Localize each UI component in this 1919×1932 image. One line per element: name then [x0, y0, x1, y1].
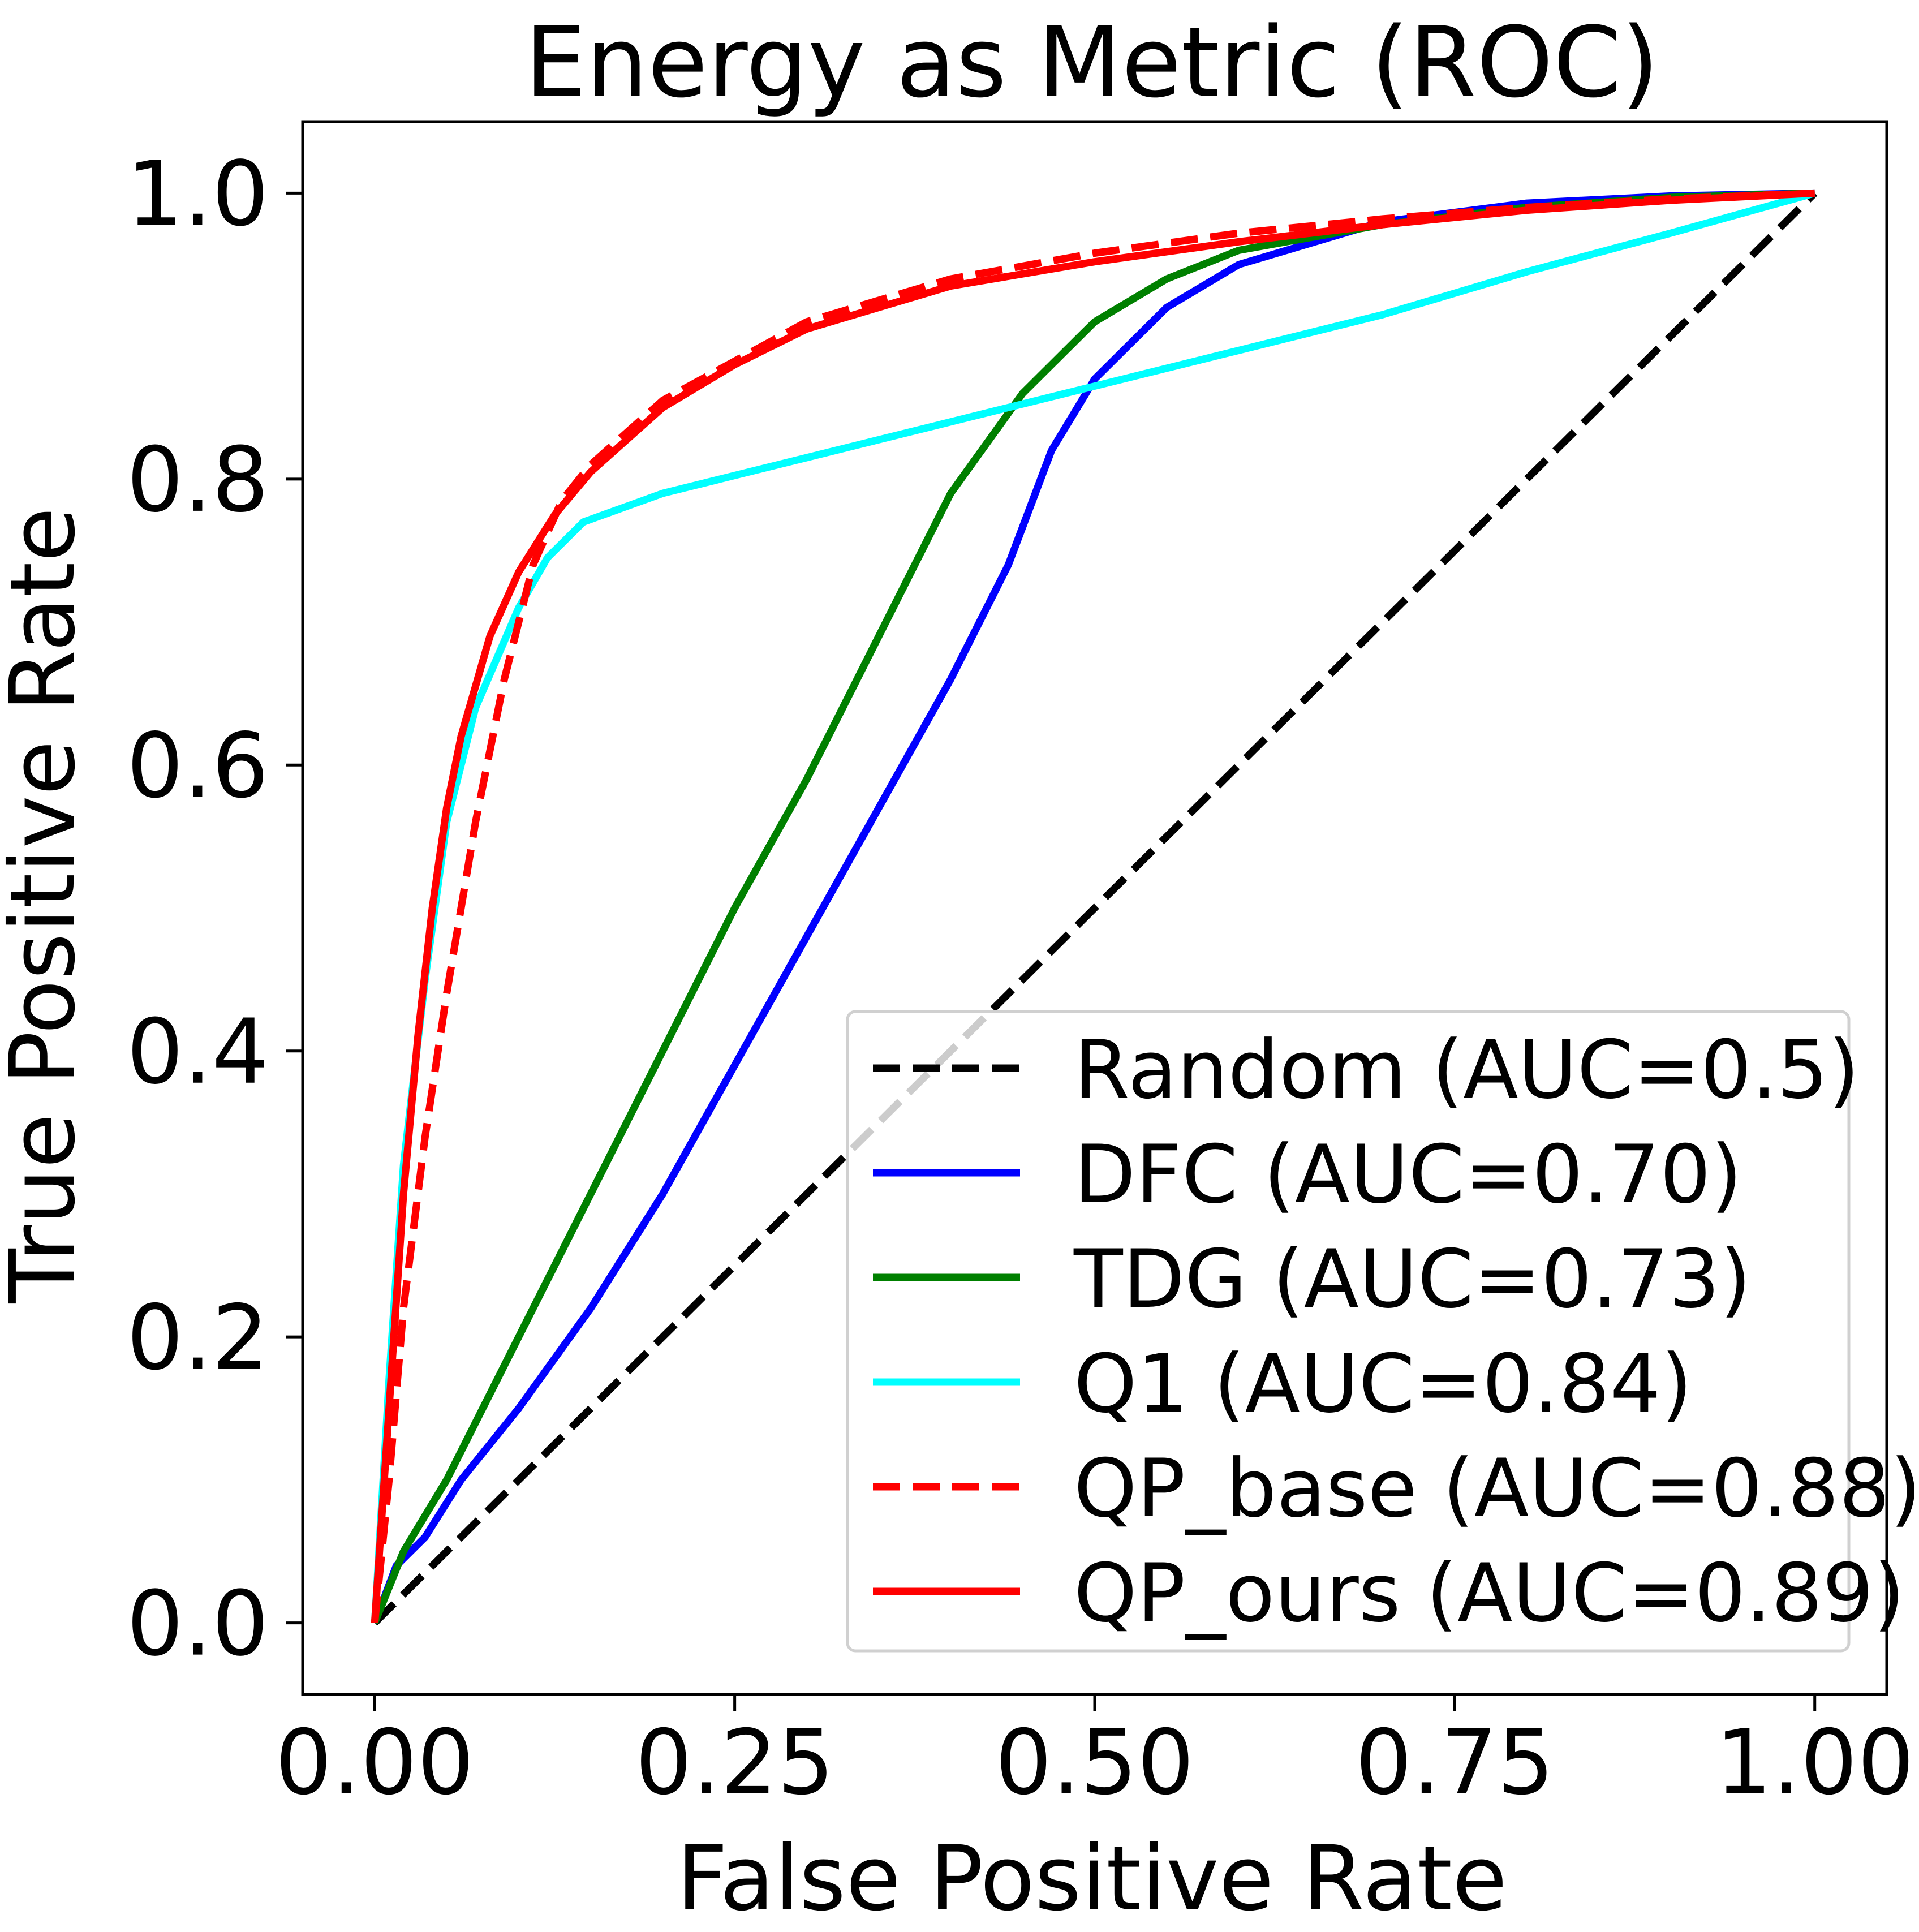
legend-label: QP_base (AUC=0.88) — [1074, 1442, 1919, 1535]
legend-label: QP_ours (AUC=0.89) — [1074, 1547, 1905, 1640]
x-tick-label: 0.25 — [635, 1711, 834, 1815]
legend-label: DFC (AUC=0.70) — [1074, 1128, 1742, 1221]
y-tick-label: 0.6 — [127, 714, 269, 818]
series-line-qp-base — [371, 189, 1815, 1624]
series-line-random — [372, 190, 1818, 1626]
y-tick-label: 1.0 — [127, 142, 269, 246]
x-tick-label: 0.75 — [1355, 1711, 1554, 1815]
y-tick-label: 0.0 — [127, 1572, 269, 1676]
legend-label: Random (AUC=0.5) — [1074, 1023, 1860, 1117]
chart-title: Energy as Metric (ROC) — [524, 6, 1659, 119]
series-line-qp-ours — [371, 189, 1815, 1624]
legend-label: Q1 (AUC=0.84) — [1074, 1337, 1692, 1431]
y-tick-label: 0.8 — [127, 428, 269, 532]
x-tick-label: 0.50 — [995, 1711, 1194, 1815]
y-axis-label: True Positive Rate — [0, 507, 95, 1303]
legend-label: TDG (AUC=0.73) — [1073, 1233, 1751, 1326]
y-tick-label: 0.2 — [127, 1286, 269, 1390]
plot-area — [371, 189, 1818, 1626]
axes: 0.00 0.25 0.50 0.75 1.00 0.0 0.2 0.4 0.6 0.8 1.0 — [127, 120, 1914, 1815]
series-lines — [371, 189, 1818, 1626]
x-tick-label: 1.00 — [1715, 1711, 1914, 1815]
legend-box — [846, 1010, 1851, 1653]
x-axis-label: False Positive Rate — [677, 1827, 1507, 1931]
legend: Random (AUC=0.5) DFC (AUC=0.70) TDG (AUC=0… — [846, 1010, 1919, 1653]
x-tick-label: 0.00 — [275, 1711, 474, 1815]
y-tick-label: 0.4 — [127, 1000, 269, 1104]
